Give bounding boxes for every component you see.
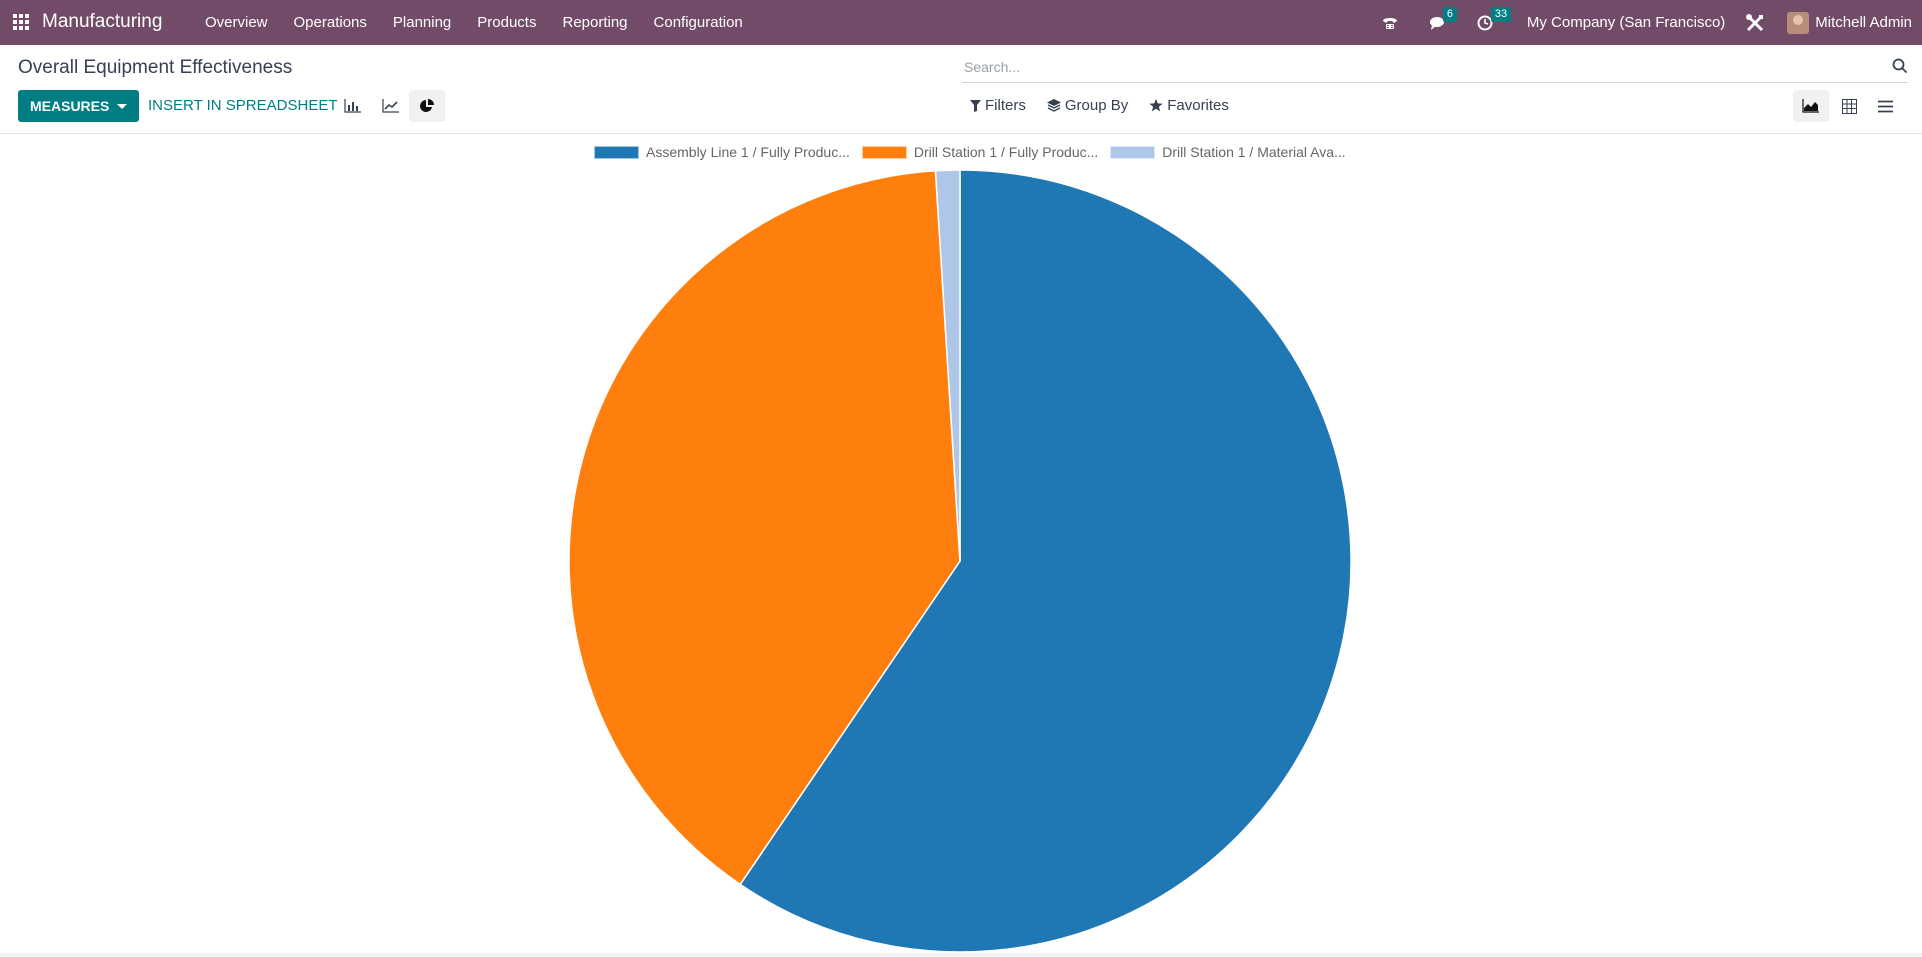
legend-item[interactable]: Drill Station 1 / Material Ava... bbox=[1110, 144, 1346, 160]
control-panel: Overall Equipment Effectiveness MEASURES… bbox=[0, 45, 1922, 134]
app-name[interactable]: Manufacturing bbox=[42, 11, 163, 32]
pie-chart-icon bbox=[420, 99, 434, 112]
legend-label: Drill Station 1 / Material Ava... bbox=[1162, 144, 1346, 160]
menu-products[interactable]: Products bbox=[477, 14, 537, 31]
legend-swatch bbox=[594, 145, 639, 159]
legend-swatch bbox=[861, 145, 907, 159]
insert-in-spreadsheet-button[interactable]: INSERT IN SPREADSHEET bbox=[148, 97, 338, 114]
pie-chart-button[interactable] bbox=[409, 90, 445, 122]
search-input[interactable] bbox=[962, 52, 1866, 82]
menu-planning[interactable]: Planning bbox=[392, 14, 452, 31]
company-switcher[interactable]: My Company (San Francisco) bbox=[1526, 14, 1726, 31]
measures-label: MEASURES bbox=[30, 98, 110, 114]
legend-item[interactable]: Assembly Line 1 / Fully Produc... bbox=[594, 144, 850, 160]
favorites-button[interactable]: Favorites bbox=[1149, 97, 1229, 114]
line-chart-button[interactable] bbox=[373, 90, 409, 122]
menu-reporting[interactable]: Reporting bbox=[562, 14, 628, 31]
pie-slice[interactable] bbox=[739, 169, 1352, 953]
tools-icon[interactable] bbox=[1745, 13, 1765, 33]
activities-badge: 33 bbox=[1490, 6, 1512, 22]
bar-chart-button[interactable] bbox=[335, 90, 371, 122]
area-chart-icon bbox=[1802, 99, 1819, 113]
avatar bbox=[1787, 11, 1810, 34]
chart-legend: Assembly Line 1 / Fully Produc... Drill … bbox=[594, 144, 1358, 160]
menu-configuration[interactable]: Configuration bbox=[653, 14, 743, 31]
layers-icon bbox=[1046, 99, 1061, 112]
pie-slice[interactable] bbox=[934, 169, 961, 562]
legend-label: Drill Station 1 / Fully Produc... bbox=[913, 144, 1099, 160]
measures-button[interactable]: MEASURES bbox=[18, 90, 140, 122]
clock-icon[interactable]: 33 bbox=[1477, 6, 1512, 31]
pie-slice[interactable] bbox=[568, 169, 961, 886]
page-title: Overall Equipment Effectiveness bbox=[18, 57, 293, 78]
main-menu: Overview Operations Planning Products Re… bbox=[192, 0, 756, 45]
chat-icon[interactable]: 6 bbox=[1429, 6, 1458, 31]
user-menu[interactable]: Mitchell Admin bbox=[1787, 11, 1912, 34]
legend-item[interactable]: Drill Station 1 / Fully Produc... bbox=[861, 144, 1099, 160]
group-by-button[interactable]: Group By bbox=[1046, 97, 1129, 114]
search-icon[interactable] bbox=[1892, 58, 1908, 79]
group-by-label: Group By bbox=[1064, 97, 1129, 114]
systray: 6 33 My Company (San Francisco) Mitchell… bbox=[1381, 0, 1922, 45]
menu-operations[interactable]: Operations bbox=[293, 14, 367, 31]
bottom-scrollbar-track bbox=[0, 953, 1922, 957]
filter-icon bbox=[970, 99, 981, 112]
star-icon bbox=[1149, 99, 1163, 112]
search-bar bbox=[962, 52, 1908, 83]
list-view-button[interactable] bbox=[1867, 90, 1903, 122]
legend-label: Assembly Line 1 / Fully Produc... bbox=[646, 144, 850, 160]
phone-icon[interactable] bbox=[1381, 15, 1399, 31]
list-icon bbox=[1877, 100, 1893, 112]
favorites-label: Favorites bbox=[1167, 97, 1229, 114]
legend-swatch bbox=[1110, 145, 1156, 159]
caret-down-icon bbox=[117, 103, 128, 109]
top-navbar: Manufacturing Overview Operations Planni… bbox=[0, 0, 1922, 45]
user-name: Mitchell Admin bbox=[1815, 14, 1912, 31]
graph-view-button[interactable] bbox=[1793, 90, 1829, 122]
bar-chart-icon bbox=[344, 99, 361, 113]
messages-badge: 6 bbox=[1442, 6, 1458, 22]
filters-label: Filters bbox=[985, 97, 1026, 114]
pivot-view-button[interactable] bbox=[1831, 90, 1867, 122]
apps-grid-icon[interactable] bbox=[13, 14, 29, 30]
table-icon bbox=[1841, 98, 1857, 114]
menu-overview[interactable]: Overview bbox=[205, 14, 268, 31]
pie-chart bbox=[568, 169, 1352, 953]
search-options: Filters Group By Favorites bbox=[970, 97, 1250, 114]
line-chart-icon bbox=[382, 99, 399, 113]
filters-button[interactable]: Filters bbox=[970, 97, 1026, 114]
